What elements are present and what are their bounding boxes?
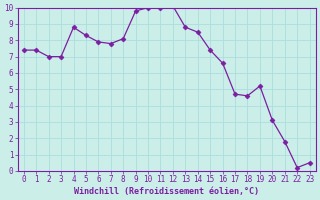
X-axis label: Windchill (Refroidissement éolien,°C): Windchill (Refroidissement éolien,°C) bbox=[74, 187, 259, 196]
